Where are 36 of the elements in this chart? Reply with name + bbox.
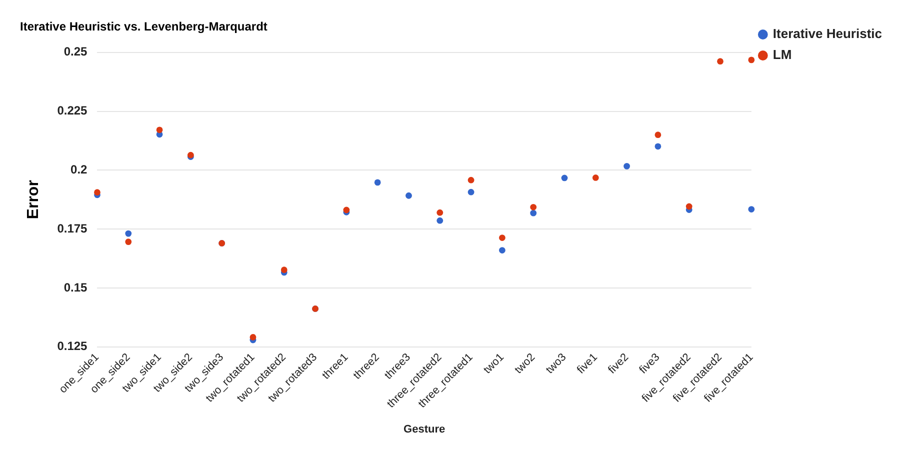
legend-label: Iterative Heuristic: [772, 26, 882, 42]
point: [468, 188, 474, 196]
y-tick-label: 0.15: [64, 280, 88, 294]
point: [280, 266, 288, 274]
chart-title: Iterative Heuristic vs. Levenberg-Marquardt: [20, 20, 268, 34]
y-tick-label: 0.175: [57, 221, 88, 236]
point: [530, 210, 537, 216]
point: [374, 179, 381, 186]
point: [561, 174, 568, 182]
point: [94, 189, 100, 196]
x-axis-title: Gesture: [404, 423, 446, 436]
point: [250, 334, 256, 340]
point: [654, 143, 662, 150]
y-tick-label: 0.2: [70, 162, 88, 176]
point: [748, 56, 755, 64]
point: [624, 162, 630, 170]
legend-label: LM: [772, 47, 792, 62]
point: [156, 126, 163, 134]
point: [498, 234, 506, 241]
y-axis-title: Error: [25, 180, 42, 220]
point: [748, 206, 755, 212]
point: [436, 217, 444, 224]
point: [686, 203, 692, 210]
point: [717, 58, 724, 65]
point: [530, 204, 537, 210]
point: [468, 176, 474, 184]
y-tick-label: 0.25: [64, 44, 88, 59]
point: [654, 132, 662, 138]
point: [125, 230, 132, 237]
y-tick-label: 0.125: [57, 339, 88, 354]
point: [406, 192, 412, 199]
point: [125, 238, 132, 246]
y-tick-label: 0.225: [57, 104, 88, 118]
point: [436, 209, 444, 216]
point: [592, 174, 599, 181]
point: [498, 247, 506, 254]
